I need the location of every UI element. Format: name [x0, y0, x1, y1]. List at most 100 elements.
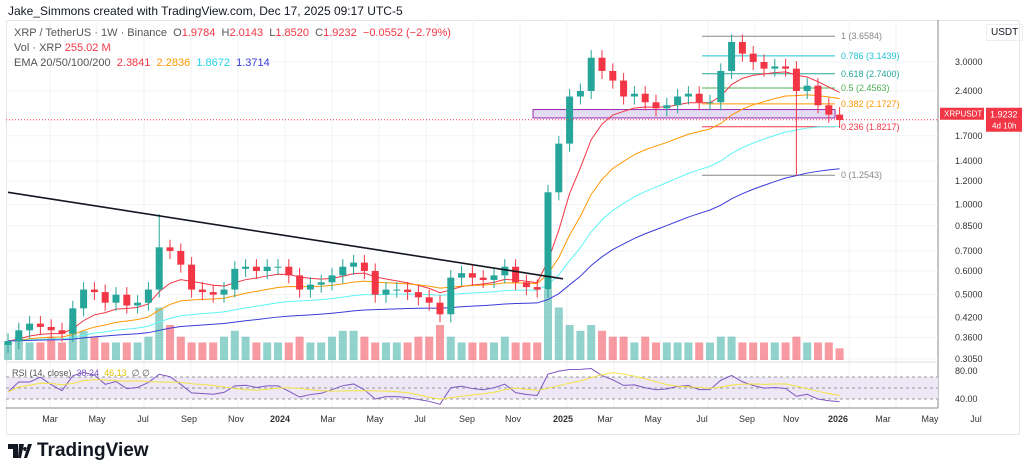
candle-body	[177, 250, 185, 265]
symbol-row[interactable]: XRP / TetherUS · 1W · Binance O1.9784 H2…	[14, 26, 451, 41]
volume-value: 255.02 M	[64, 42, 111, 54]
price-tick-label: 1.0000	[955, 200, 983, 210]
candle-body	[490, 275, 498, 280]
open-value: 1.9784	[181, 27, 216, 39]
support-zone	[532, 109, 836, 119]
time-tick-label: Mar	[320, 414, 336, 424]
volume-bar	[446, 336, 455, 360]
candle-body	[155, 247, 163, 290]
candle-body	[825, 105, 833, 115]
candle-body	[371, 270, 379, 295]
fib-level-label: 0.786 (3.1439)	[841, 51, 900, 61]
time-tick-label: May	[644, 414, 662, 424]
candle-body	[609, 70, 617, 81]
time-tick-label: Nov	[783, 414, 800, 424]
volume-row[interactable]: Vol · XRP 255.02 M	[14, 41, 451, 56]
volume-bar	[241, 336, 250, 360]
ema100-value: 1.8672	[196, 57, 230, 69]
price-tick-label: 0.7000	[955, 246, 983, 256]
rsi-value: 38.24	[76, 368, 100, 378]
volume-bar	[738, 342, 747, 360]
candle-body	[350, 262, 358, 267]
time-tick-label: May	[921, 414, 939, 424]
volume-bar	[641, 336, 650, 360]
candle-body	[803, 85, 811, 91]
volume-bar	[770, 342, 779, 360]
price-tick-label: 0.4200	[955, 312, 983, 322]
volume-bar	[122, 342, 131, 360]
volume-bar	[328, 336, 336, 360]
candle-body	[533, 287, 541, 290]
price-unit[interactable]: USDT	[986, 24, 1024, 41]
volume-bar	[684, 342, 693, 360]
price-tick-label: 1.4000	[955, 156, 983, 166]
volume-bar	[187, 342, 196, 360]
candle-body	[209, 292, 217, 295]
volume-bar	[144, 336, 153, 360]
ema20-value: 2.3841	[116, 57, 151, 69]
tradingview-logo[interactable]: TradingView	[8, 440, 149, 462]
volume-bar	[47, 336, 56, 360]
candle-body	[144, 289, 152, 303]
candle-body	[47, 326, 55, 331]
symbol-tag: XRPUSDT	[944, 110, 982, 119]
high-value: 2.0143	[229, 27, 264, 39]
volume-bar	[824, 342, 833, 360]
volume-bar	[133, 342, 142, 360]
candle-body	[587, 57, 595, 91]
candle-body	[166, 247, 174, 251]
fib-level-label: 0 (1.2543)	[841, 170, 882, 180]
candle-body	[123, 294, 131, 306]
candle-body	[90, 289, 98, 293]
volume-bar	[436, 325, 444, 360]
time-tick-label: May	[366, 414, 384, 424]
volume-bar	[79, 330, 88, 360]
volume-bar	[101, 342, 110, 360]
volume-bar	[500, 336, 509, 360]
candle-body	[285, 266, 293, 276]
candle-body	[263, 266, 271, 271]
candle-body	[760, 62, 768, 69]
volume-bar	[598, 330, 606, 360]
volume-bar	[619, 336, 628, 360]
ema50-line	[7, 94, 840, 342]
volume-bar	[306, 342, 315, 360]
volume-bar	[252, 342, 261, 360]
candle-body	[404, 289, 412, 293]
candle-body	[242, 266, 250, 269]
candle-body	[782, 66, 790, 69]
volume-bar	[630, 342, 639, 360]
ema-label: EMA 20/50/100/200	[14, 57, 111, 69]
candle-body	[382, 289, 390, 295]
volume-bar	[230, 330, 239, 360]
volume-bar	[220, 336, 228, 360]
ema20-line	[7, 71, 840, 342]
rsi-legend[interactable]: RSI (14, close) 38.24 46.13 ∅ ∅	[12, 368, 150, 379]
symbol-label: XRP / TetherUS · 1W · Binance	[14, 27, 168, 39]
candle-body	[274, 266, 282, 268]
candle-body	[188, 264, 196, 290]
chart-credit: Jake_Simmons created with TradingView.co…	[8, 4, 403, 18]
chart-legend: XRP / TetherUS · 1W · Binance O1.9784 H2…	[14, 26, 451, 71]
ema-row[interactable]: EMA 20/50/100/200 2.3841 2.2836 1.8672 1…	[14, 56, 451, 71]
fib-level-label: 0.5 (2.4563)	[841, 83, 890, 93]
volume-bar	[198, 342, 207, 360]
ema50-value: 2.2836	[156, 57, 191, 69]
candle-body	[728, 41, 736, 71]
candle-body	[393, 289, 401, 291]
volume-bar	[382, 342, 390, 360]
price-tick-label: 0.3050	[955, 354, 983, 364]
rsi-ma-line	[7, 372, 840, 400]
trendline	[7, 191, 564, 280]
volume-bar	[112, 342, 120, 360]
candle-body	[296, 275, 304, 290]
candle-body	[479, 277, 487, 280]
time-tick-label: Nov	[228, 414, 245, 424]
candle-body	[360, 262, 368, 271]
volume-bar	[284, 342, 293, 360]
candle-body	[544, 192, 552, 290]
low-value: 1.8520	[275, 27, 310, 39]
volume-bar	[371, 342, 380, 360]
candle-body	[684, 93, 692, 97]
